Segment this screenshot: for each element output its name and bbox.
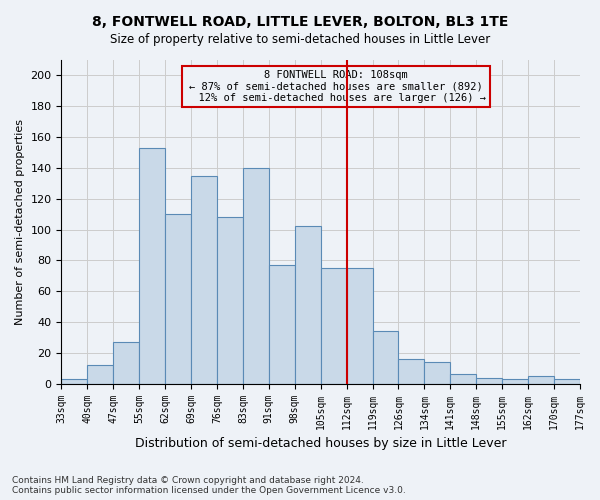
- Bar: [398, 359, 424, 384]
- Bar: [191, 176, 217, 384]
- Bar: [217, 217, 243, 384]
- Bar: [528, 376, 554, 384]
- Bar: [269, 265, 295, 384]
- Bar: [373, 332, 398, 384]
- Bar: [243, 168, 269, 384]
- Text: 8 FONTWELL ROAD: 108sqm
← 87% of semi-detached houses are smaller (892)
  12% of: 8 FONTWELL ROAD: 108sqm ← 87% of semi-de…: [186, 70, 486, 103]
- Bar: [424, 362, 451, 384]
- Bar: [61, 379, 88, 384]
- Bar: [165, 214, 191, 384]
- Bar: [321, 268, 347, 384]
- Bar: [113, 342, 139, 384]
- Bar: [502, 379, 528, 384]
- Text: 8, FONTWELL ROAD, LITTLE LEVER, BOLTON, BL3 1TE: 8, FONTWELL ROAD, LITTLE LEVER, BOLTON, …: [92, 15, 508, 29]
- X-axis label: Distribution of semi-detached houses by size in Little Lever: Distribution of semi-detached houses by …: [135, 437, 506, 450]
- Bar: [88, 365, 113, 384]
- Text: Size of property relative to semi-detached houses in Little Lever: Size of property relative to semi-detach…: [110, 32, 490, 46]
- Bar: [554, 379, 580, 384]
- Y-axis label: Number of semi-detached properties: Number of semi-detached properties: [15, 119, 25, 325]
- Bar: [476, 378, 502, 384]
- Bar: [295, 226, 321, 384]
- Bar: [451, 374, 476, 384]
- Text: Contains HM Land Registry data © Crown copyright and database right 2024.
Contai: Contains HM Land Registry data © Crown c…: [12, 476, 406, 495]
- Bar: [347, 268, 373, 384]
- Bar: [139, 148, 165, 384]
